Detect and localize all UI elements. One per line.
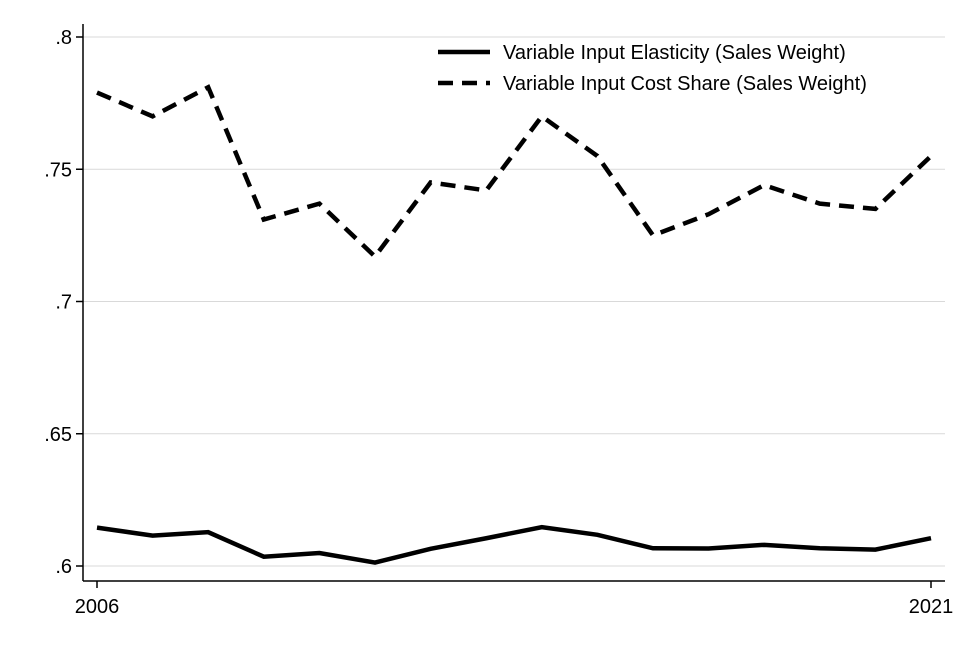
series-line-cost-share — [96, 84, 933, 260]
y-tick-label: .65 — [44, 424, 72, 446]
legend-label-cost-share: Variable Input Cost Share (Sales Weight) — [503, 73, 867, 95]
y-axis-ticks: .6 .65 .7 .75 .8 — [44, 27, 83, 578]
x-tick-label: 2006 — [75, 596, 120, 618]
gridlines — [83, 36, 945, 567]
y-tick-label: .6 — [55, 556, 72, 578]
x-axis-ticks: 2006 2021 — [75, 581, 954, 618]
y-tick-label: .8 — [55, 27, 72, 49]
legend: Variable Input Elasticity (Sales Weight)… — [438, 42, 867, 95]
series-layer — [96, 84, 933, 565]
series-line-elasticity — [96, 524, 932, 565]
y-tick-label: .7 — [55, 292, 72, 314]
legend-label-elasticity: Variable Input Elasticity (Sales Weight) — [503, 42, 846, 64]
y-tick-label: .75 — [44, 159, 72, 181]
axes — [82, 24, 945, 582]
x-tick-label: 2021 — [909, 596, 954, 618]
